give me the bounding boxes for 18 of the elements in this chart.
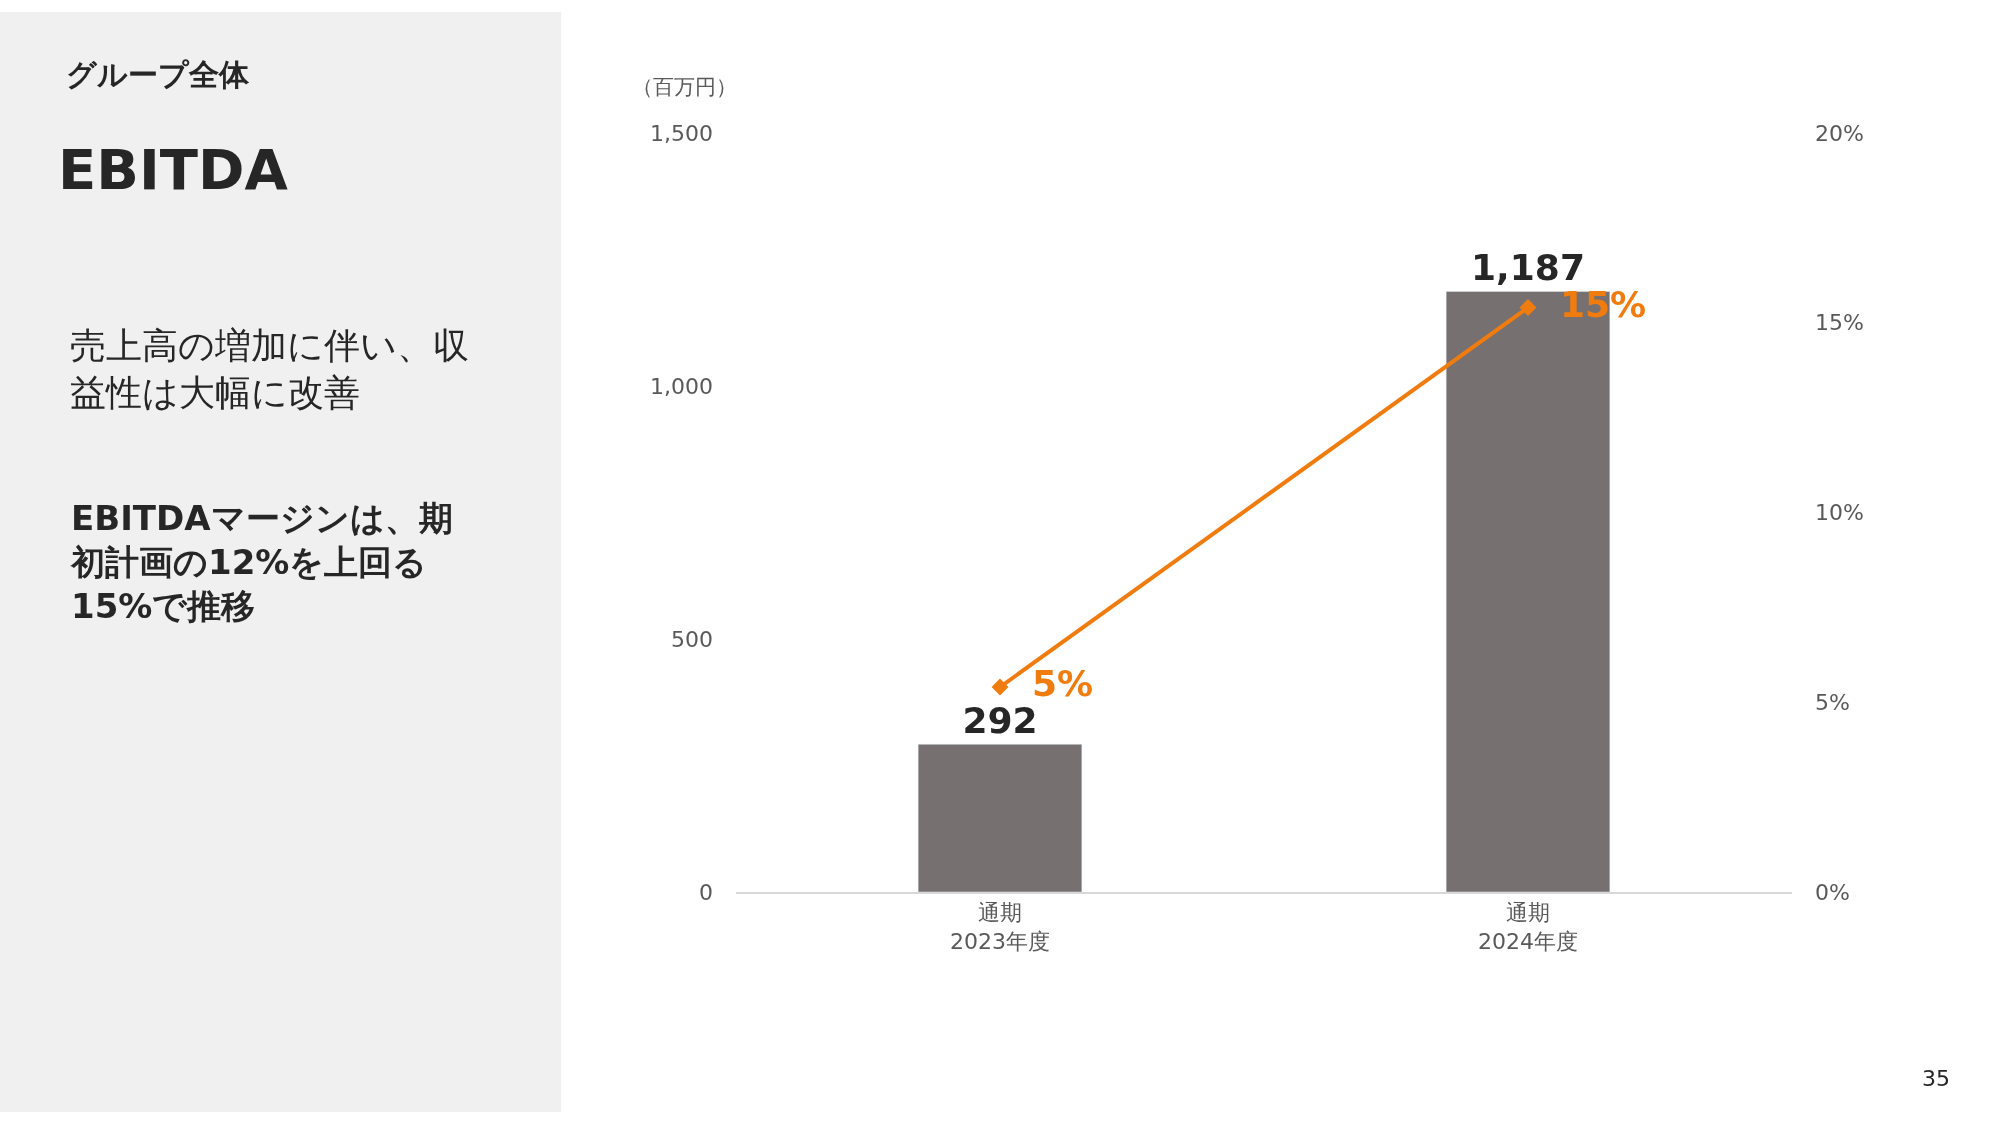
data-label: 1,187	[1471, 247, 1585, 289]
text: 売上高の増加に伴い、収益性は大幅に改善	[70, 325, 469, 413]
y-tick-label: 500	[671, 626, 713, 652]
text: EBITDAマージンは、期初計画の12%を上回る15%で推移	[70, 498, 453, 627]
y-tick-label: 1,500	[650, 120, 713, 146]
y-tick-label: 1,000	[650, 373, 713, 399]
y2-tick-label: 15%	[1815, 310, 1864, 336]
y-axis-title: （百万円）	[632, 75, 737, 99]
x-tick-label: 通期 2023年度	[950, 900, 1050, 954]
y-tick-label: 0	[699, 879, 713, 905]
text: EBITDA	[58, 137, 289, 203]
text: グループ全体	[66, 57, 250, 92]
y2-tick-label: 0%	[1815, 879, 1850, 905]
y2-tick-label: 5%	[1815, 689, 1850, 715]
text: 35	[1922, 1066, 1950, 1091]
y2-tick-label: 20%	[1815, 120, 1864, 146]
y2-tick-label: 10%	[1815, 500, 1864, 526]
x-tick-label: 通期 2024年度	[1478, 900, 1578, 954]
